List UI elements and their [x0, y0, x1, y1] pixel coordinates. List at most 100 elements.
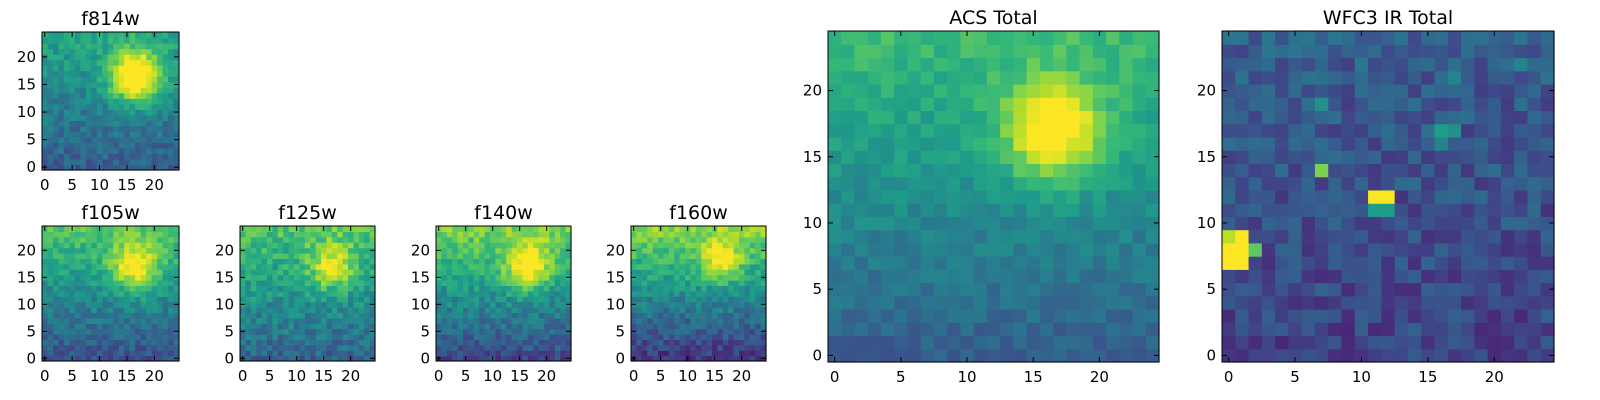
heatmap-cell: [663, 247, 670, 254]
heatmap-cell: [80, 158, 87, 166]
heatmap-cell: [102, 76, 109, 83]
heatmap-cell: [118, 274, 125, 281]
heatmap-cell: [1514, 150, 1529, 164]
heatmap-cell: [1039, 269, 1054, 284]
heatmap-cell: [1026, 136, 1041, 151]
heatmap-cell: [256, 274, 263, 281]
heatmap-cell: [473, 328, 480, 335]
heatmap-cell: [63, 312, 70, 319]
heatmap-cell: [841, 123, 856, 138]
heatmap-cell: [685, 258, 691, 265]
heatmap-cell: [146, 48, 153, 55]
heatmap-cell: [58, 296, 65, 303]
heatmap-cell: [441, 247, 448, 254]
heatmap-cell: [69, 290, 76, 297]
heatmap-cell: [554, 355, 561, 362]
heatmap-cell: [69, 142, 76, 149]
heatmap-cell: [744, 334, 751, 340]
heatmap-cell: [1222, 110, 1236, 125]
heatmap-cell: [168, 81, 175, 88]
heatmap-cell: [446, 355, 453, 362]
heatmap-cell: [69, 114, 76, 121]
heatmap-cell: [1026, 269, 1041, 284]
heatmap-cell: [42, 114, 49, 121]
heatmap-cell: [517, 323, 523, 330]
heatmap-cell: [256, 339, 263, 346]
heatmap-cell: [1000, 70, 1014, 85]
heatmap-cell: [538, 274, 545, 281]
heatmap-cell: [173, 344, 180, 351]
heatmap-cell: [337, 307, 344, 313]
heatmap-cell: [538, 307, 545, 313]
heatmap-cell: [1288, 322, 1303, 337]
heatmap-cell: [1487, 269, 1502, 284]
heatmap-cell: [277, 258, 284, 265]
heatmap-cell: [135, 103, 142, 110]
heatmap-cell: [479, 274, 486, 281]
heatmap-cell: [74, 65, 81, 72]
heatmap-cell: [69, 301, 76, 308]
heatmap-cell: [283, 290, 290, 297]
heatmap-cell: [760, 258, 767, 265]
heatmap-cell: [1487, 97, 1502, 112]
heatmap-cell: [728, 236, 735, 243]
heatmap-cell: [1354, 70, 1369, 85]
heatmap-cell: [113, 280, 120, 286]
heatmap-cell: [140, 344, 147, 351]
heatmap-cell: [1474, 57, 1489, 72]
heatmap-cell: [894, 83, 909, 98]
heatmap-cell: [58, 48, 65, 55]
heatmap-cell: [42, 339, 49, 346]
heatmap-cell: [91, 290, 98, 297]
heatmap-cell: [256, 317, 263, 324]
heatmap-cell: [522, 307, 529, 313]
heatmap-cell: [1119, 44, 1134, 59]
heatmap-cell: [146, 301, 153, 308]
heatmap-cell: [679, 334, 686, 340]
heatmap-cell: [490, 328, 496, 335]
heatmap-cell: [107, 114, 114, 121]
heatmap-cell: [321, 334, 327, 340]
heatmap-cell: [920, 123, 935, 138]
heatmap-cell: [47, 296, 54, 303]
heatmap-cell: [162, 274, 169, 281]
heatmap-cell: [151, 70, 158, 77]
heatmap-cell: [1407, 203, 1422, 217]
heatmap-cell: [358, 350, 365, 357]
heatmap-cell: [1474, 242, 1489, 257]
heatmap-cell: [135, 131, 142, 138]
heatmap-cell: [1314, 189, 1329, 204]
heatmap-cell: [554, 290, 561, 297]
heatmap-cell: [277, 274, 284, 281]
heatmap-cell: [1461, 136, 1475, 151]
heatmap-cell: [728, 242, 735, 249]
heatmap-cell: [63, 103, 70, 110]
heatmap-cell: [96, 258, 103, 265]
heatmap-cell: [74, 76, 81, 83]
heatmap-cell: [1407, 136, 1422, 151]
heatmap-cell: [1053, 242, 1067, 257]
heatmap-cell: [118, 98, 125, 105]
heatmap-cell: [712, 307, 718, 313]
heatmap-cell: [920, 322, 935, 337]
heatmap-cell: [261, 323, 268, 330]
heatmap-cell: [647, 328, 654, 335]
heatmap-cell: [760, 280, 767, 286]
heatmap-cell: [96, 296, 103, 303]
heatmap-cell: [162, 231, 169, 238]
heatmap-cell: [1500, 150, 1515, 164]
heatmap-cell: [522, 226, 529, 232]
heatmap-cell: [168, 76, 175, 83]
heatmap-cell: [549, 344, 556, 351]
heatmap-cell: [74, 98, 81, 105]
heatmap-cell: [1079, 83, 1094, 98]
heatmap-cell: [85, 280, 92, 286]
heatmap-cell: [947, 189, 961, 204]
heatmap-cell: [42, 334, 49, 340]
heatmap-cell: [1092, 348, 1107, 363]
heatmap-cell: [85, 131, 92, 138]
heatmap-cell: [544, 231, 550, 238]
heatmap-cell: [1288, 256, 1303, 270]
heatmap-cell: [261, 226, 268, 232]
x-tick-label: 0: [830, 368, 840, 386]
